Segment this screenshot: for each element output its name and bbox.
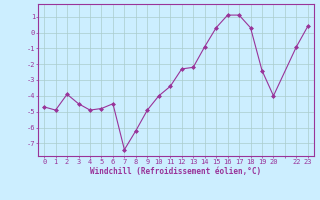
X-axis label: Windchill (Refroidissement éolien,°C): Windchill (Refroidissement éolien,°C) (91, 167, 261, 176)
